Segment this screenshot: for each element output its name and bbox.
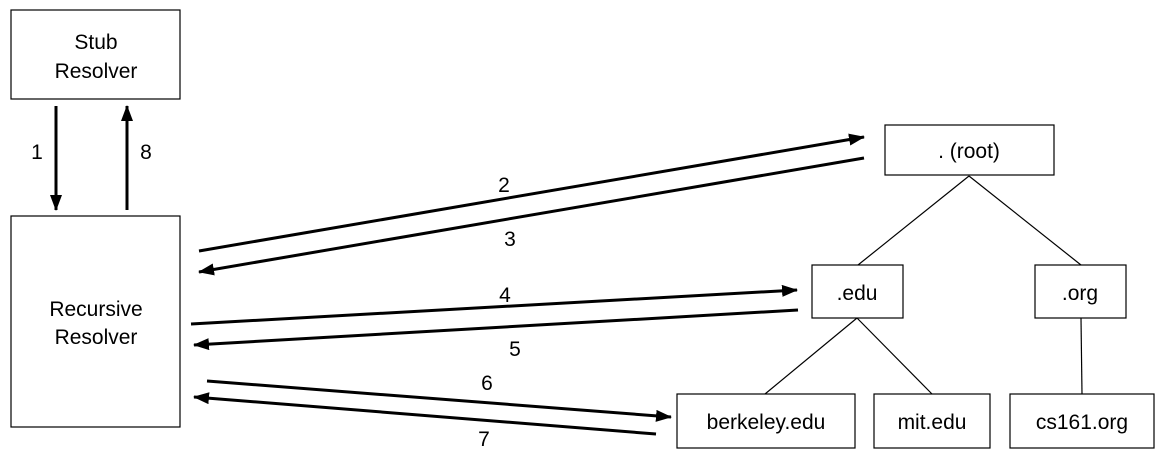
cs161-server-box: cs161.org (1009, 393, 1155, 449)
arrow-step-2 (198, 133, 865, 253)
step-label-1: 1 (31, 141, 43, 164)
edu-server-box: .edu (811, 264, 904, 319)
edge-edu-mit (856, 317, 933, 395)
dns-hierarchy-edges (764, 175, 1083, 395)
step-label-7: 7 (478, 428, 490, 451)
step-labels: 1 2 3 4 5 6 7 8 (31, 141, 521, 451)
stub-resolver-label-line-1: Stub (74, 31, 117, 54)
edge-root-edu (857, 175, 970, 266)
org-server-box: .org (1034, 264, 1127, 319)
root-server-label: . (root) (938, 140, 1000, 163)
step-label-6: 6 (481, 372, 493, 395)
step-label-2: 2 (498, 174, 510, 197)
berkeley-server-label: berkeley.edu (707, 411, 826, 434)
mit-server-box: mit.edu (873, 393, 991, 449)
query-arrows (50, 105, 865, 436)
arrow-step-6 (206, 379, 672, 422)
berkeley-server-box: berkeley.edu (676, 393, 856, 449)
edge-org-cs161 (1080, 317, 1083, 395)
recursive-resolver-label-line-1: Recursive (49, 298, 142, 321)
root-server-box: . (root) (884, 124, 1055, 176)
recursive-resolver-box: Recursive Resolver (10, 215, 181, 428)
step-label-8: 8 (140, 141, 152, 164)
step-label-5: 5 (509, 338, 521, 361)
stub-resolver-box: Stub Resolver (10, 9, 181, 100)
arrow-step-4 (190, 284, 798, 326)
step-label-3: 3 (504, 228, 516, 251)
step-label-4: 4 (499, 284, 511, 307)
arrow-step-7 (193, 392, 657, 436)
arrow-step-5 (193, 308, 799, 351)
edge-root-org (968, 175, 1082, 266)
org-server-label: .org (1062, 282, 1098, 305)
arrow-step-3 (198, 156, 865, 276)
edu-server-label: .edu (837, 282, 878, 305)
stub-resolver-label-line-2: Resolver (55, 60, 138, 83)
cs161-server-label: cs161.org (1036, 411, 1128, 434)
recursive-resolver-label-line-2: Resolver (55, 326, 138, 349)
edge-edu-berkeley (764, 317, 858, 395)
mit-server-label: mit.edu (898, 411, 967, 434)
